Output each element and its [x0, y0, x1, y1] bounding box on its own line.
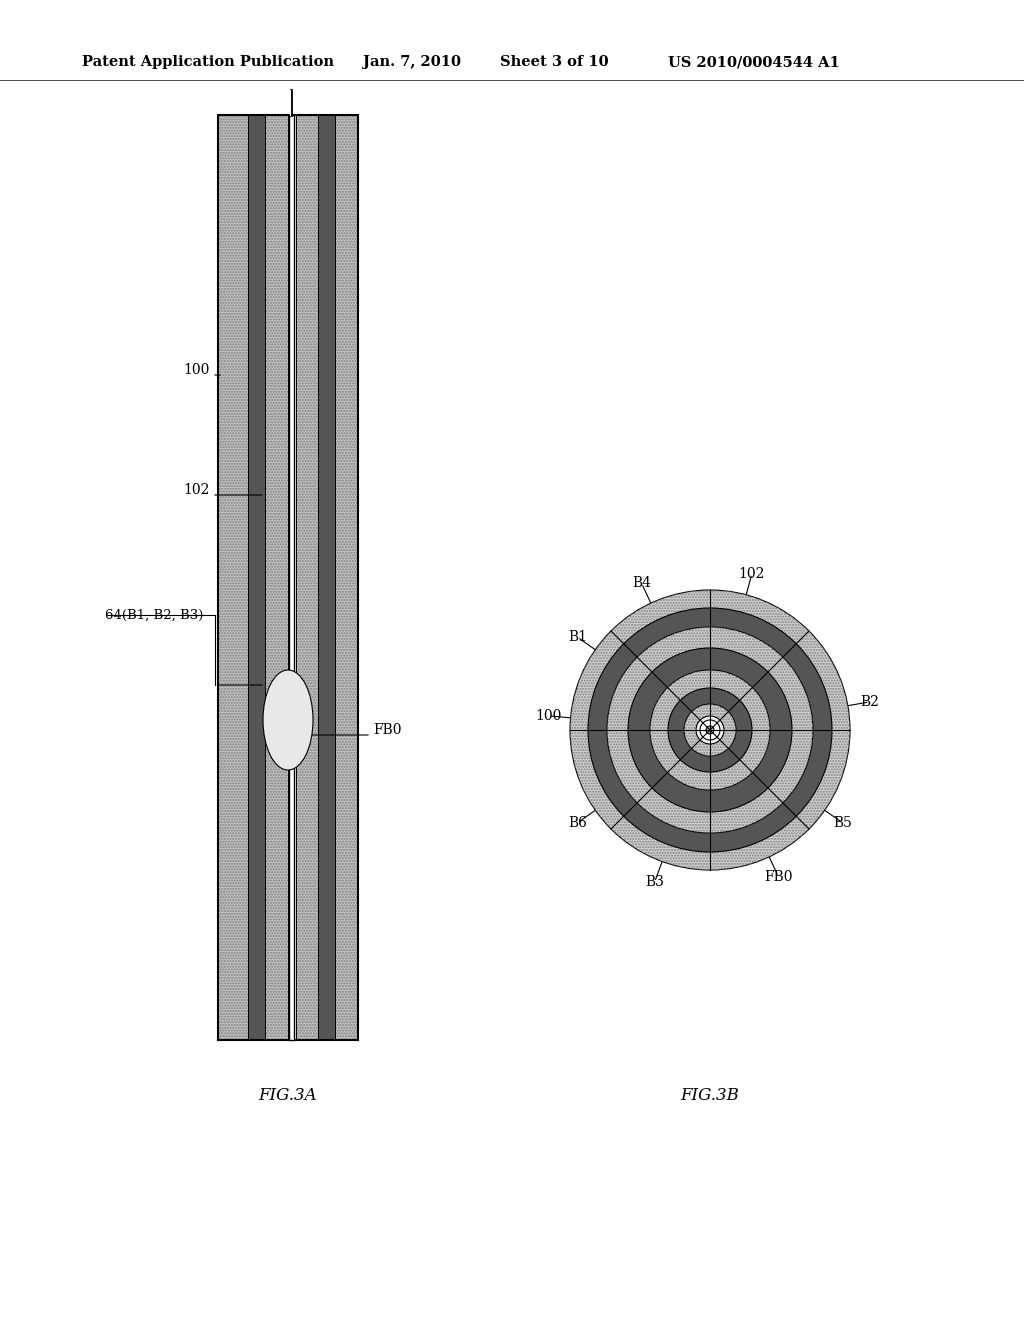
Bar — [296, 115, 318, 1040]
Circle shape — [700, 719, 720, 741]
Bar — [288, 115, 296, 1040]
Bar — [335, 115, 358, 1040]
Bar — [318, 115, 335, 1040]
Text: FIG.3A: FIG.3A — [259, 1086, 317, 1104]
Circle shape — [706, 726, 714, 734]
Circle shape — [668, 688, 752, 772]
Bar — [296, 115, 318, 1040]
Bar — [248, 115, 265, 1040]
Text: B2: B2 — [860, 694, 879, 709]
Text: 102: 102 — [738, 566, 765, 581]
Text: Sheet 3 of 10: Sheet 3 of 10 — [500, 55, 608, 69]
Bar — [218, 115, 248, 1040]
Text: B4: B4 — [632, 576, 651, 590]
Bar — [218, 115, 358, 1040]
Text: Patent Application Publication: Patent Application Publication — [82, 55, 334, 69]
Text: B5: B5 — [834, 816, 852, 830]
Text: B6: B6 — [568, 816, 587, 830]
Text: B3: B3 — [645, 875, 664, 890]
Text: FIG.3B: FIG.3B — [681, 1086, 739, 1104]
Bar — [335, 115, 358, 1040]
Circle shape — [696, 715, 724, 744]
Text: B1: B1 — [567, 630, 587, 644]
Bar — [289, 115, 294, 1040]
Circle shape — [628, 648, 792, 812]
Circle shape — [570, 590, 850, 870]
Text: US 2010/0004544 A1: US 2010/0004544 A1 — [668, 55, 840, 69]
Circle shape — [588, 609, 831, 851]
Text: FB0: FB0 — [764, 870, 793, 884]
Text: 100: 100 — [183, 363, 210, 378]
Text: 100: 100 — [536, 709, 562, 723]
Circle shape — [684, 704, 736, 756]
Text: 102: 102 — [183, 483, 210, 498]
Bar — [265, 115, 288, 1040]
Bar — [265, 115, 288, 1040]
Ellipse shape — [263, 671, 313, 770]
Circle shape — [607, 627, 813, 833]
Text: 64(B1, B2, B3): 64(B1, B2, B3) — [105, 609, 204, 622]
Text: Jan. 7, 2010: Jan. 7, 2010 — [362, 55, 461, 69]
Text: FB0: FB0 — [373, 723, 401, 737]
Circle shape — [650, 671, 770, 789]
Bar — [218, 115, 248, 1040]
